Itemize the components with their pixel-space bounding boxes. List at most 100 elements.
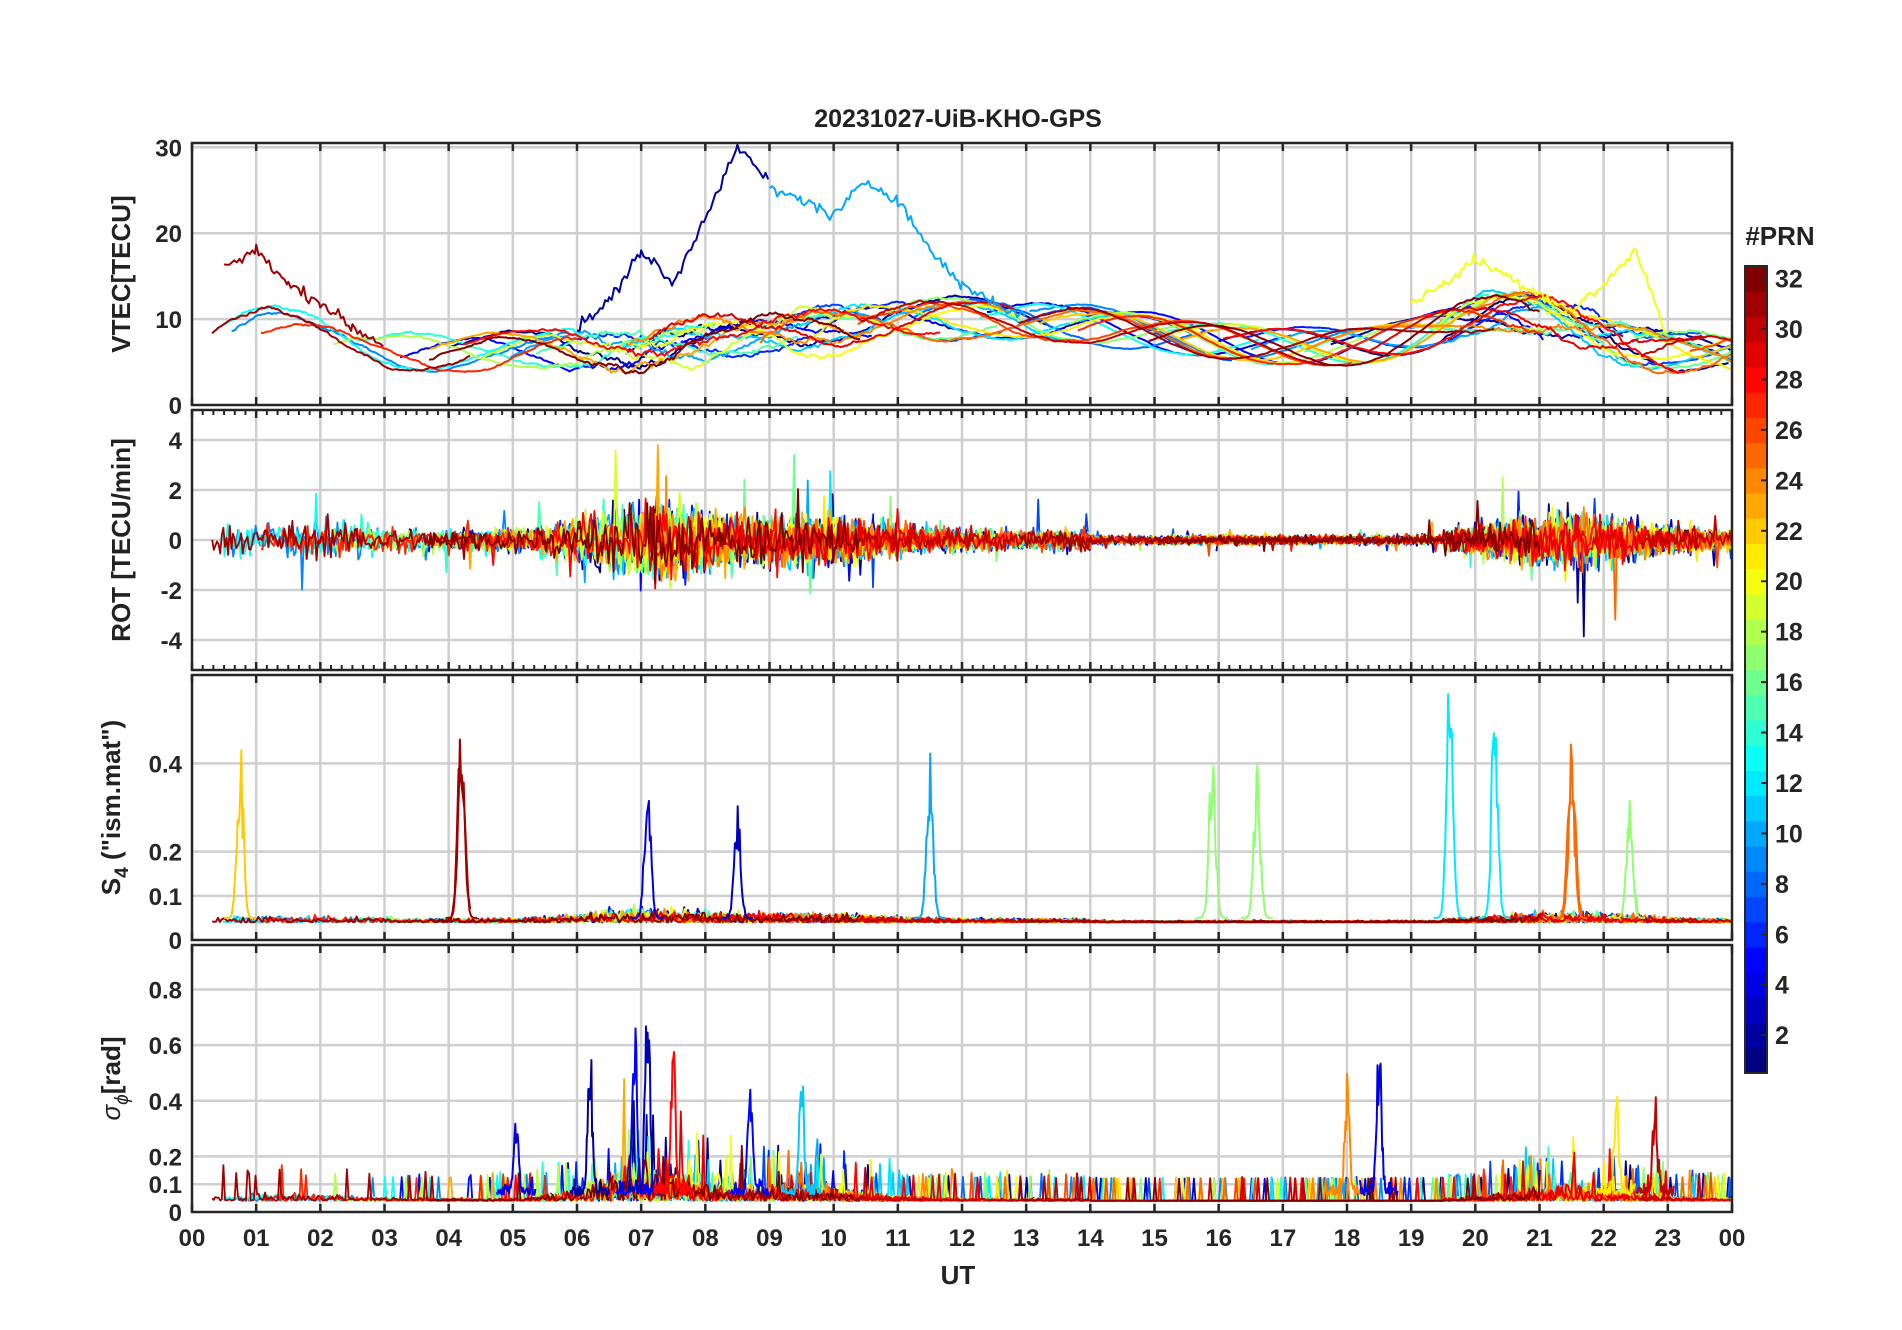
colorbar-swatch bbox=[1745, 518, 1767, 545]
x-tick-label: 12 bbox=[949, 1225, 976, 1252]
vtec-ytick-label: 10 bbox=[155, 307, 182, 334]
rot-ytick-label: 4 bbox=[169, 428, 183, 455]
sigma-line bbox=[1148, 1169, 1541, 1202]
rot-ytick-label: -2 bbox=[161, 578, 182, 605]
vtec-line bbox=[759, 309, 1238, 360]
colorbar-swatch bbox=[1745, 316, 1767, 343]
s4-ytick-label: 0 bbox=[169, 928, 182, 955]
x-tick-label: 01 bbox=[243, 1225, 270, 1252]
colorbar-swatch bbox=[1745, 795, 1767, 822]
x-tick-label: 19 bbox=[1398, 1225, 1425, 1252]
colorbar-swatch bbox=[1745, 745, 1767, 771]
sigma-ytick-label: 0 bbox=[169, 1200, 182, 1227]
rot-ylabel: ROT [TECU/min] bbox=[106, 438, 136, 642]
rot-ytick-label: 0 bbox=[169, 528, 182, 555]
sigma-peak-line bbox=[495, 1122, 537, 1196]
sigma-peak-line bbox=[1596, 1095, 1636, 1197]
vtec-line bbox=[1250, 304, 1566, 351]
sigma-peak-line bbox=[1358, 1062, 1399, 1197]
x-tick-label: 23 bbox=[1654, 1225, 1681, 1252]
sigma-series bbox=[211, 1025, 1733, 1202]
vtec-line bbox=[1689, 337, 1731, 353]
colorbar-tick-label: 32 bbox=[1775, 266, 1803, 294]
sigma-peak-line bbox=[569, 1059, 611, 1197]
vtec-line bbox=[860, 299, 1329, 367]
x-tick-label: 22 bbox=[1590, 1225, 1617, 1252]
x-tick-label: 02 bbox=[307, 1225, 334, 1252]
colorbar-swatch bbox=[1745, 392, 1767, 418]
colorbar-swatch bbox=[1745, 921, 1767, 948]
s4-line bbox=[1640, 916, 1733, 924]
colorbar-tick-label: 12 bbox=[1775, 770, 1803, 798]
s4-peak-line bbox=[1241, 764, 1273, 919]
vtec-ytick-label: 0 bbox=[169, 393, 182, 420]
x-tick-label: 20 bbox=[1462, 1225, 1489, 1252]
rot-line bbox=[1148, 499, 1541, 557]
colorbar-swatch bbox=[1745, 997, 1767, 1024]
x-axis-ticks: 00 01 02 03 04 05 06 07 08 09 10 11 12 13 14 15 16 17 18 19… bbox=[179, 1225, 1746, 1252]
panel-s4: 0 0.1 0.2 0.4 S4 ("ism.mat") bbox=[96, 673, 1734, 955]
vtec-line bbox=[462, 307, 941, 357]
vtec-line bbox=[1222, 294, 1686, 374]
vtec-line bbox=[1018, 306, 1495, 360]
rot-line bbox=[211, 513, 470, 562]
sigma-peak-line bbox=[1635, 1096, 1675, 1197]
colorbar-swatch bbox=[1745, 770, 1767, 797]
colorbar-tick-label: 26 bbox=[1775, 417, 1803, 445]
colorbar-tick-label: 8 bbox=[1775, 871, 1789, 899]
vtec-line bbox=[1431, 295, 1731, 361]
vtec-line bbox=[1410, 247, 1668, 337]
rot-ytick-label: 2 bbox=[169, 478, 182, 505]
vtec-line bbox=[356, 322, 716, 369]
colorbar-swatch bbox=[1745, 669, 1767, 696]
rot-line bbox=[1640, 515, 1733, 551]
panel-sigma-phi: 00.10.2 0.4 0.6 0.8 σϕ[rad] bbox=[96, 943, 1734, 1227]
s4-grid bbox=[192, 675, 1732, 940]
vtec-line bbox=[625, 294, 1056, 355]
colorbar-swatch bbox=[1745, 291, 1767, 318]
colorbar-tick-label: 28 bbox=[1775, 366, 1803, 394]
colorbar-swatch bbox=[1745, 568, 1767, 595]
panel-vtec: 0 10 20 30 VTEC[TECU] bbox=[106, 135, 1734, 420]
sigma-peak-line bbox=[1326, 1072, 1367, 1197]
x-tick-label: 15 bbox=[1141, 1225, 1168, 1252]
vtec-ytick-label: 20 bbox=[155, 221, 182, 248]
vtec-line bbox=[428, 311, 861, 375]
colorbar-tick-label: 20 bbox=[1775, 568, 1803, 596]
colorbar-swatch bbox=[1745, 820, 1767, 847]
s4-peak-line bbox=[913, 752, 946, 919]
colorbar-tick-label: 4 bbox=[1775, 972, 1789, 1000]
x-tick-label: 21 bbox=[1526, 1225, 1553, 1252]
sigma-ytick-label: 0.4 bbox=[149, 1089, 183, 1116]
colorbar-swatch bbox=[1745, 694, 1767, 721]
s4-peak-line bbox=[1555, 743, 1588, 919]
x-tick-label: 00 bbox=[179, 1225, 206, 1252]
x-tick-label: 06 bbox=[564, 1225, 591, 1252]
x-axis-label: UT bbox=[941, 1260, 976, 1290]
vtec-ylabel: VTEC[TECU] bbox=[106, 195, 136, 352]
vtec-line bbox=[1366, 306, 1707, 354]
s4-ytick-label: 0.4 bbox=[149, 751, 183, 778]
sigma-line bbox=[428, 1144, 862, 1202]
vtec-ytick-label: 30 bbox=[155, 135, 182, 162]
vtec-line bbox=[1432, 289, 1732, 371]
s4-ytick-label: 0.1 bbox=[149, 884, 182, 911]
colorbar-tick-label: 24 bbox=[1775, 467, 1803, 495]
s4-peak-line bbox=[1478, 732, 1511, 919]
sigma-peak-line bbox=[730, 1088, 770, 1196]
vtec-line bbox=[576, 143, 770, 332]
colorbar-swatch bbox=[1745, 896, 1767, 923]
colorbar-tick-label: 22 bbox=[1775, 518, 1803, 546]
colorbar-swatch bbox=[1745, 1022, 1767, 1049]
colorbar-swatch bbox=[1745, 341, 1767, 368]
colorbar-swatch bbox=[1745, 972, 1767, 998]
x-tick-label: 00 bbox=[1719, 1225, 1746, 1252]
s4-peak-line bbox=[631, 799, 664, 919]
colorbar-swatch bbox=[1745, 366, 1767, 393]
s4-peak-line bbox=[721, 805, 754, 919]
sigma-line bbox=[211, 1164, 470, 1202]
s4-line bbox=[212, 767, 472, 924]
colorbar-swatch bbox=[1745, 492, 1767, 519]
rot-line bbox=[428, 488, 862, 584]
